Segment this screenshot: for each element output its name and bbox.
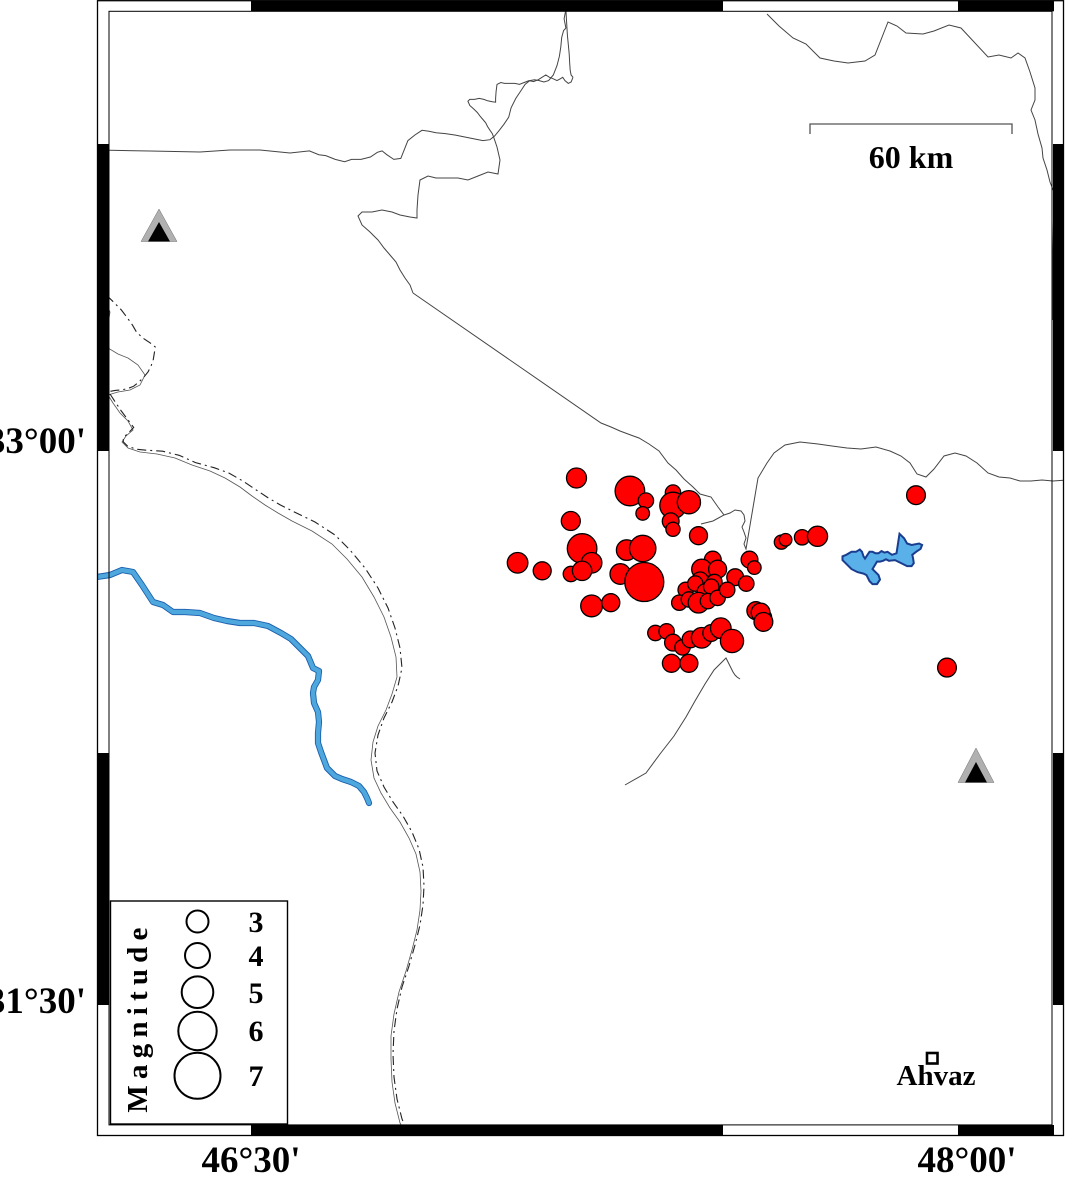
svg-text:5: 5 xyxy=(249,977,264,1010)
svg-text:Magnitude: Magnitude xyxy=(122,921,154,1112)
svg-text:Ahvaz: Ahvaz xyxy=(897,1060,976,1092)
svg-text:6: 6 xyxy=(249,1015,264,1048)
svg-text:7: 7 xyxy=(249,1060,264,1093)
svg-text:31°30': 31°30' xyxy=(0,981,86,1022)
svg-text:33°00': 33°00' xyxy=(0,421,86,462)
svg-text:3: 3 xyxy=(249,906,264,939)
svg-text:60 km: 60 km xyxy=(869,139,954,175)
svg-text:46°30': 46°30' xyxy=(201,1140,300,1177)
svg-text:4: 4 xyxy=(249,940,264,973)
svg-text:48°00': 48°00' xyxy=(917,1140,1016,1177)
